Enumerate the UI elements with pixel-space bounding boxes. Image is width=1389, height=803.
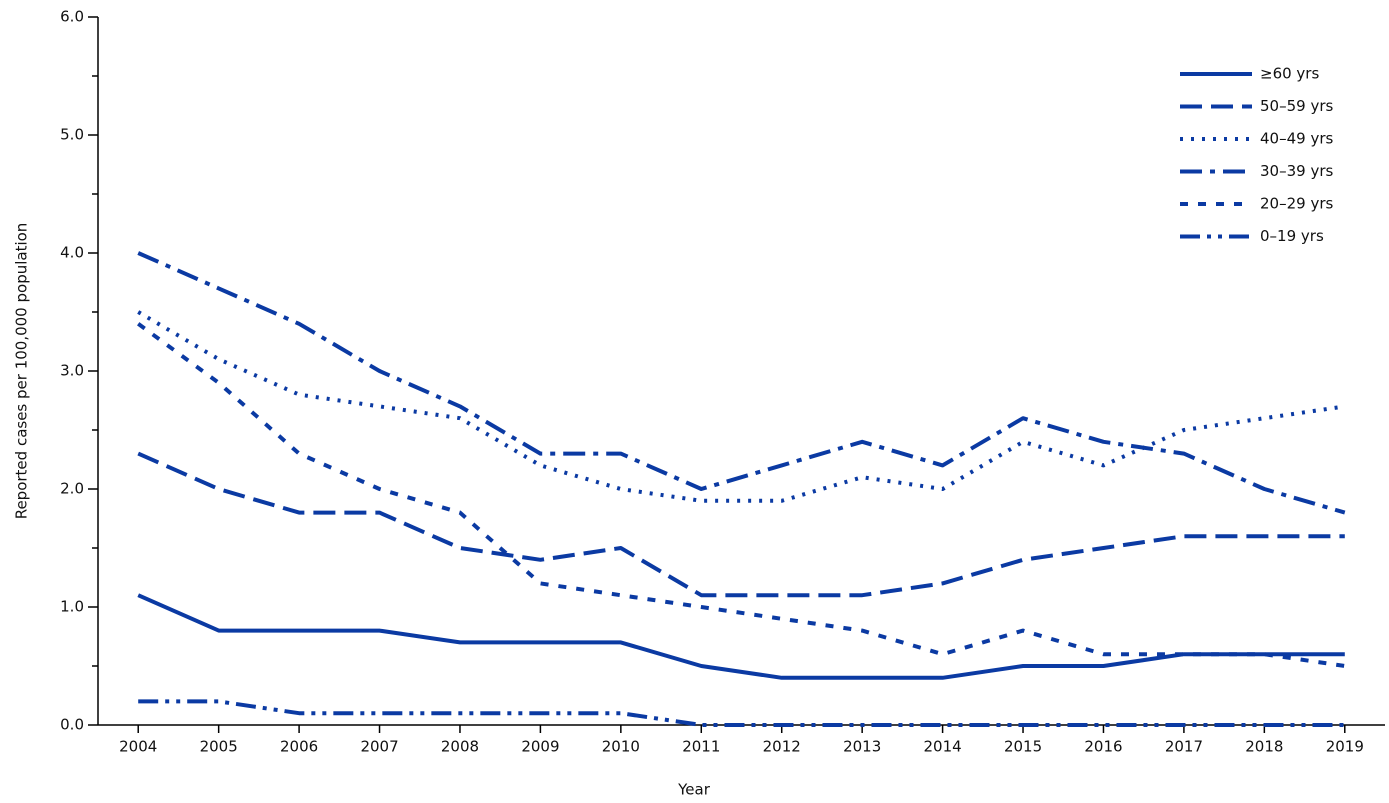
y-tick-label: 6.0 — [60, 8, 84, 26]
y-tick-label: 3.0 — [60, 362, 84, 380]
y-tick-label: 5.0 — [60, 126, 84, 144]
x-tick-label: 2019 — [1326, 738, 1364, 756]
x-tick-label: 2008 — [441, 738, 479, 756]
y-tick-label: 4.0 — [60, 244, 84, 262]
x-tick-label: 2011 — [682, 738, 720, 756]
x-tick-label: 2005 — [200, 738, 238, 756]
legend-label: 50–59 yrs — [1260, 97, 1333, 115]
x-tick-label: 2007 — [360, 738, 398, 756]
y-tick-label: 0.0 — [60, 716, 84, 734]
x-tick-label: 2015 — [1004, 738, 1042, 756]
y-tick-label: 1.0 — [60, 598, 84, 616]
x-tick-label: 2016 — [1084, 738, 1122, 756]
x-tick-label: 2004 — [119, 738, 157, 756]
series-line — [137, 310, 1346, 503]
x-tick-label: 2009 — [521, 738, 559, 756]
series-line — [137, 593, 1345, 680]
y-axis-label: Reported cases per 100,000 population — [13, 223, 31, 520]
legend-label: ≥60 yrs — [1260, 65, 1319, 83]
x-tick-label: 2006 — [280, 738, 318, 756]
x-tick-label: 2018 — [1245, 738, 1283, 756]
legend-label: 40–49 yrs — [1260, 130, 1333, 148]
series-line — [137, 451, 1345, 598]
series-line — [137, 322, 1346, 668]
series-line — [137, 251, 1346, 515]
x-tick-label: 2013 — [843, 738, 881, 756]
legend-label: 30–39 yrs — [1260, 162, 1333, 180]
x-tick-label: 2010 — [602, 738, 640, 756]
y-tick-label: 2.0 — [60, 480, 84, 498]
x-tick-label: 2017 — [1165, 738, 1203, 756]
x-tick-label: 2014 — [924, 738, 962, 756]
legend-label: 20–29 yrs — [1260, 195, 1333, 213]
legend-label: 0–19 yrs — [1260, 227, 1324, 245]
x-axis-label: Year — [677, 781, 711, 799]
x-tick-label: 2012 — [763, 738, 801, 756]
series-line — [138, 699, 1345, 727]
